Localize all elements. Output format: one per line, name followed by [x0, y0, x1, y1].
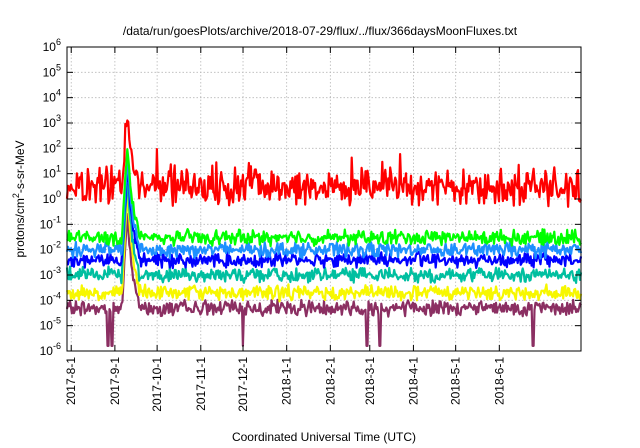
y-tick-label: 10-6 [40, 341, 61, 358]
series-layer [65, 119, 583, 347]
y-tick-label: 101 [43, 164, 61, 181]
y-tick-label: 100 [43, 189, 61, 206]
y-tick-label: 10-5 [40, 316, 61, 333]
series-line [65, 183, 583, 285]
y-tick-label: 103 [43, 113, 61, 130]
x-tick-label: 2018-1-1 [280, 357, 294, 405]
series-line [65, 192, 583, 303]
y-tick-label: 10-2 [40, 240, 61, 257]
chart-title: /data/run/goesPlots/archive/2018-07-29/f… [123, 24, 518, 38]
x-tick-label: 2017-9-1 [108, 357, 122, 405]
y-tick-label: 106 [43, 37, 61, 54]
x-tick-label: 2017-11-1 [194, 357, 208, 411]
series-line [65, 160, 583, 260]
x-tick-label: 2017-12-1 [236, 357, 250, 412]
x-tick-label: 2018-6-1 [492, 357, 506, 405]
y-tick-label: 104 [43, 88, 61, 105]
y-tick-label: 10-3 [40, 265, 61, 282]
series-line [66, 162, 583, 270]
x-tick-label: 2018-5-1 [449, 357, 463, 405]
x-tick-label: 2017-10-1 [150, 357, 164, 412]
y-tick-label: 105 [43, 62, 61, 79]
y-tick-label: 10-4 [40, 290, 61, 307]
x-tick-label: 2017-8-1 [64, 357, 78, 405]
series-line [66, 148, 582, 248]
y-tick-label: 102 [43, 138, 61, 155]
y-tick-label: 10-1 [40, 214, 61, 231]
x-axis-label: Coordinated Universal Time (UTC) [232, 430, 416, 444]
series-line [65, 119, 583, 208]
x-tick-label: 2018-4-1 [406, 357, 420, 405]
y-axis: 10-6 10-5 10-4 10-3 10-2 10-1 100 101 102 103 104 1… [40, 37, 581, 358]
x-axis: 2017-8-1 2017-9-1 2017-10-1 2017-11-1 2017-1… [64, 47, 506, 412]
x-tick-label: 2018-3-1 [363, 357, 377, 405]
x-tick-label: 2018-2-1 [323, 357, 337, 405]
series-line [65, 213, 582, 347]
y-axis-label: protons/cm2-s-sr-MeV [11, 140, 27, 257]
